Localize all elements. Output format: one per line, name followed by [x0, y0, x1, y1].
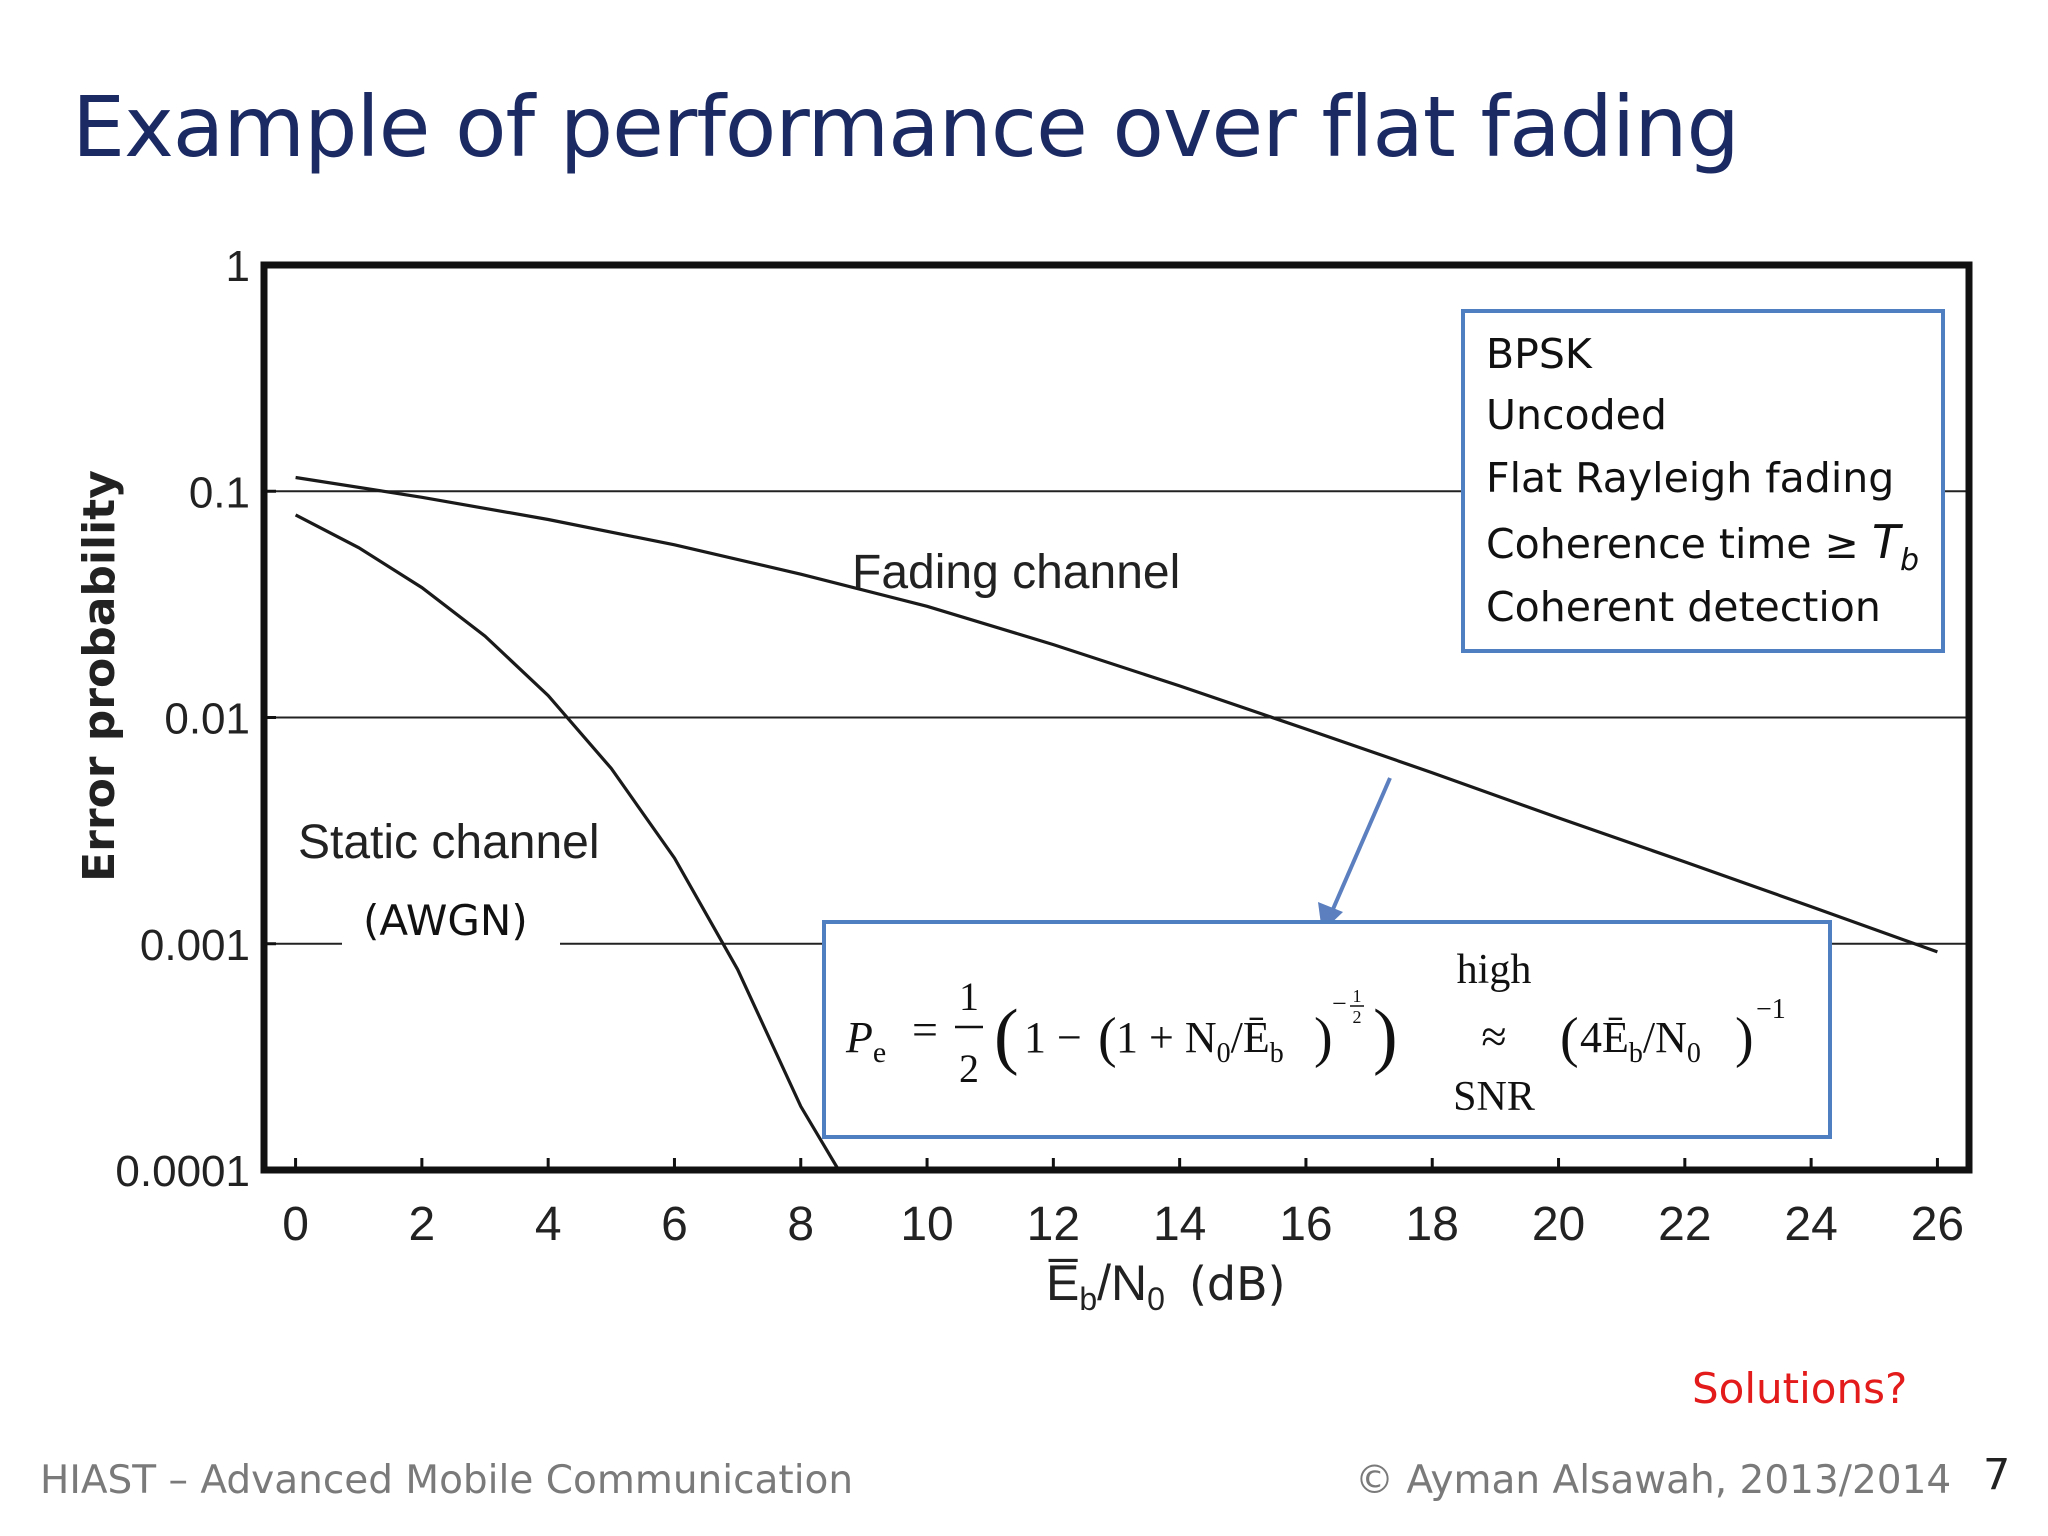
fading-channel-curve — [295, 475, 1938, 954]
info-line-coherence: Coherence time ≥ Tb — [1486, 515, 1919, 578]
formula-inner-open: ( — [1098, 1007, 1117, 1069]
y-tick-label: 0.0001 — [115, 1147, 250, 1196]
formula-arrow — [1328, 777, 1392, 917]
formula-exp-den: 2 — [1353, 1007, 1362, 1027]
x-tick-label: 12 — [1027, 1198, 1080, 1251]
formula-approx-bottom: SNR — [1453, 1074, 1535, 1120]
formula: Pe = 1 2 ( 1 − ( 1 + N0/Ēb ) − 1 2 ) hig… — [845, 947, 1786, 1120]
formula-exp-num: 1 — [1353, 986, 1362, 1006]
x-tick-labels: 0 2 4 6 8 10 12 14 16 18 20 22 24 26 — [282, 1198, 1964, 1251]
fading-channel-label: Fading channel — [852, 546, 1180, 599]
formula-lhs: Pe — [845, 1013, 886, 1069]
x-tick-label: 4 — [535, 1198, 562, 1251]
formula-rhs-exp: −1 — [1756, 994, 1786, 1025]
info-line-bpsk: BPSK — [1486, 330, 1593, 378]
formula-rhs-close: ) — [1735, 1007, 1754, 1069]
x-tick-label: 16 — [1279, 1198, 1332, 1251]
x-tick-label: 24 — [1784, 1198, 1837, 1251]
solutions-note: Solutions? — [1692, 1364, 1908, 1413]
awgn-label-bg — [342, 896, 560, 946]
info-box — [1461, 309, 1945, 653]
y-tick-label: 0.1 — [189, 468, 250, 517]
x-tick-label: 20 — [1532, 1198, 1585, 1251]
formula-half-den: 2 — [959, 1046, 979, 1091]
static-channel-label: Static channel — [298, 816, 600, 869]
x-tick-label: 14 — [1153, 1198, 1206, 1251]
formula-exp-minus: − — [1332, 989, 1347, 1018]
static-channel-curve — [294, 513, 840, 1171]
x-tick-label: 10 — [900, 1198, 953, 1251]
x-tick-label: 22 — [1658, 1198, 1711, 1251]
awgn-label: (AWGN) — [363, 896, 528, 945]
y-axis-label: Error probability — [74, 470, 125, 882]
x-tick-marks — [294, 1158, 1939, 1170]
y-tick-label: 1 — [226, 242, 250, 291]
y-tick-marks — [264, 263, 276, 1172]
info-box-text: BPSK Uncoded Flat Rayleigh fading Cohere… — [1486, 330, 1919, 631]
formula-close-paren: ) — [1373, 995, 1398, 1077]
footer-copyright: © Ayman Alsawah, 2013/2014 — [1355, 1458, 1952, 1503]
y-tick-label: 0.001 — [140, 921, 250, 970]
slide-title: Example of performance over flat fading — [72, 78, 1740, 176]
formula-rhs-open: ( — [1560, 1007, 1579, 1069]
x-tick-label: 6 — [661, 1198, 688, 1251]
x-tick-label: 2 — [409, 1198, 436, 1251]
x-axis-label: E̅b/N0 (dB) — [1046, 1255, 1286, 1317]
x-tick-label: 8 — [787, 1198, 814, 1251]
formula-box — [822, 920, 1832, 1139]
page-number: 7 — [1983, 1450, 2011, 1500]
info-line-fading: Flat Rayleigh fading — [1486, 454, 1894, 502]
formula-open-paren: ( — [994, 995, 1019, 1077]
x-tick-label: 26 — [1911, 1198, 1964, 1251]
formula-inner-close: ) — [1314, 1007, 1333, 1069]
formula-equals: = — [912, 1004, 938, 1055]
x-tick-label: 0 — [282, 1198, 309, 1251]
formula-one-minus: 1 − — [1024, 1013, 1082, 1062]
formula-half-num: 1 — [959, 974, 979, 1019]
info-line-uncoded: Uncoded — [1486, 391, 1667, 439]
formula-inner: 1 + N0/Ēb — [1116, 1013, 1284, 1069]
formula-rhs: 4Ēb/N0 — [1580, 1013, 1701, 1069]
y-tick-label: 0.01 — [164, 695, 250, 744]
x-tick-label: 18 — [1406, 1198, 1459, 1251]
formula-approx: ≈ — [1481, 1011, 1506, 1062]
formula-approx-top: high — [1457, 947, 1532, 993]
footer-course: HIAST – Advanced Mobile Communication — [40, 1458, 854, 1503]
y-tick-labels: 0.0001 0.001 0.01 0.1 1 — [115, 242, 250, 1196]
info-line-detection: Coherent detection — [1486, 583, 1881, 631]
